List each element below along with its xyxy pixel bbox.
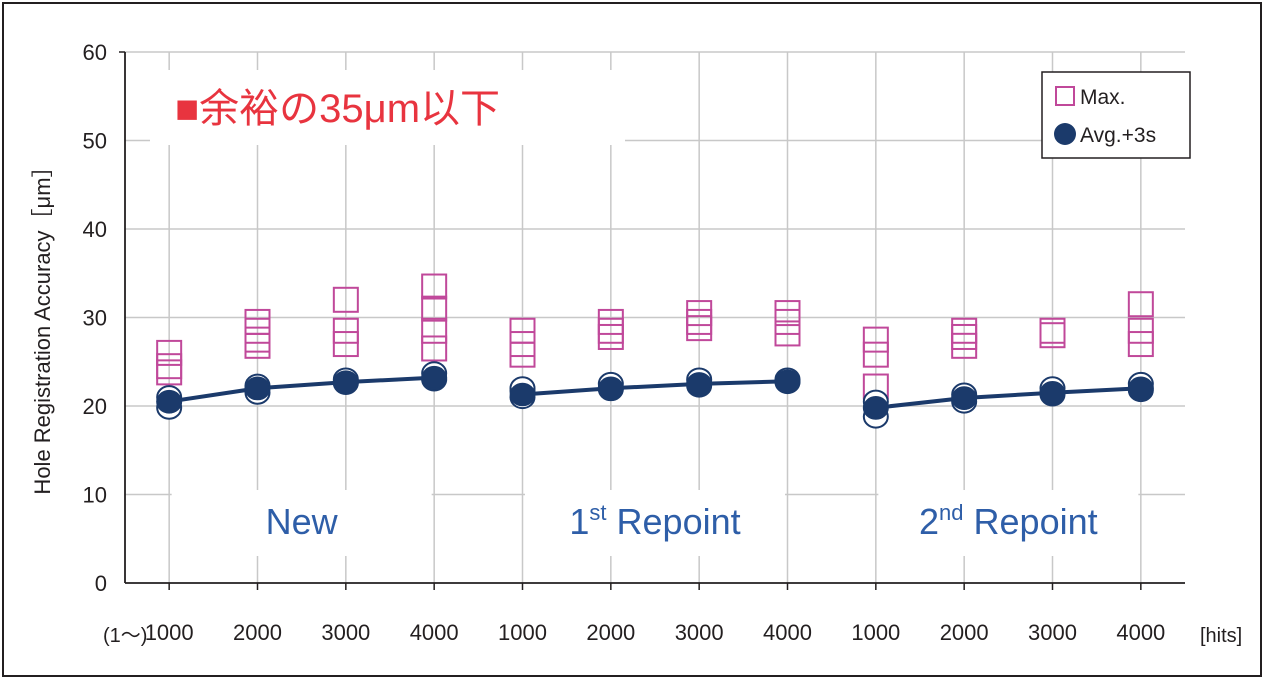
group-label-background (171, 490, 432, 556)
max-point (862, 326, 889, 353)
legend-swatch-avg3s (1054, 123, 1076, 145)
avg3s-line-point (1039, 380, 1066, 405)
y-tick-label: 30 (83, 306, 107, 331)
max-point (1039, 322, 1066, 349)
max-point (597, 323, 624, 350)
group-label: New (266, 501, 339, 542)
avg3s-line-point (156, 389, 182, 414)
x-tick-label: 4000 (763, 620, 812, 645)
x-tick-label: 1000 (851, 620, 900, 645)
avg3s-line (875, 386, 1141, 410)
max-point (862, 341, 889, 368)
max-point (421, 273, 448, 300)
x-tick-label: 2000 (586, 620, 635, 645)
avg3s-line-point (509, 382, 536, 407)
avg3s-line-point (333, 370, 359, 394)
y-tick-label: 10 (83, 483, 107, 508)
legend-label: Avg.+3s (1080, 124, 1156, 147)
x-axis-prefix: (1～) (103, 625, 147, 647)
max-point (1127, 331, 1154, 358)
series-max- (156, 273, 1154, 400)
x-tick-label: 2000 (940, 620, 989, 645)
legend: Max. Avg.+3s (1041, 71, 1191, 159)
x-tick-label: 1000 (498, 620, 547, 645)
group-label: 1st Repoint (569, 500, 740, 542)
avg3s-line (522, 379, 788, 397)
y-tick-label: 50 (83, 129, 107, 154)
max-point (1127, 317, 1154, 344)
max-point (951, 332, 978, 359)
max-point (1127, 291, 1154, 318)
x-tick-label: 4000 (1116, 620, 1165, 645)
max-point (332, 331, 359, 358)
y-tick-label: 0 (95, 571, 107, 596)
avg3s-line-point (774, 369, 801, 393)
x-tick-label: 1000 (145, 620, 194, 645)
avg3s-line-point (421, 365, 447, 390)
avg3s-line-point (244, 376, 271, 401)
avg3s-line-point (1128, 376, 1154, 401)
max-point (509, 341, 536, 368)
avg3s-line (168, 375, 435, 404)
title-background (150, 70, 625, 145)
max-point (156, 359, 183, 386)
group-label: 2nd Repoint (919, 500, 1098, 542)
avg3s-line-point (686, 372, 712, 396)
max-point (774, 320, 801, 347)
chart-title-block: ■余裕の35μm以下 (150, 70, 625, 145)
y-axis-label: Hole Registration Accuracy［μm］ (30, 155, 55, 494)
group-label-background (878, 490, 1139, 556)
avg3s-line-point (863, 396, 889, 420)
series-avg-3s (156, 361, 1154, 429)
max-point (421, 295, 448, 322)
x-tick-label: 3000 (675, 620, 724, 645)
legend-swatch-max (1055, 86, 1075, 106)
x-tick-label: 4000 (410, 620, 459, 645)
y-tick-label: 40 (83, 217, 107, 242)
x-axis-unit: [hits] (1200, 625, 1242, 647)
x-tick-label: 2000 (233, 620, 282, 645)
max-point (332, 286, 359, 313)
max-point (686, 315, 713, 342)
chart-title: ■余裕の35μm以下 (175, 87, 500, 131)
y-tick-label: 60 (83, 40, 107, 65)
avg3s-line-point (951, 386, 977, 410)
max-point (244, 332, 271, 359)
x-tick-label: 3000 (321, 620, 370, 645)
group-label-background (525, 490, 785, 556)
avg3s-line-point (598, 376, 624, 401)
max-point (421, 335, 448, 362)
max-point (156, 339, 183, 366)
legend-label: Max. (1080, 86, 1126, 109)
max-point (421, 317, 448, 344)
x-tick-label: 3000 (1028, 620, 1077, 645)
max-point (332, 317, 359, 344)
group-labels: New 1st Repoint 2nd Repoint (171, 490, 1139, 556)
y-tick-label: 20 (83, 394, 107, 419)
series (156, 273, 1154, 429)
axes: 0 10 20 30 40 50 60 1000 2000 3000 4000 1000 2000 300… (83, 40, 1185, 645)
